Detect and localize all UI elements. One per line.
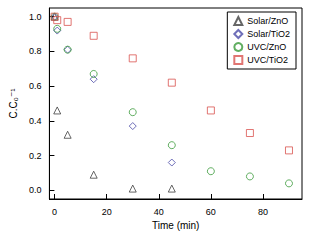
svg-text:0.6: 0.6 xyxy=(29,81,42,91)
svg-text:0.0: 0.0 xyxy=(29,185,42,195)
svg-text:0.8: 0.8 xyxy=(29,46,42,56)
svg-text:80: 80 xyxy=(258,207,268,217)
svg-text:1.0: 1.0 xyxy=(29,12,42,22)
svg-text:UVC/ZnO: UVC/ZnO xyxy=(247,42,286,52)
svg-text:C.C₀⁻¹: C.C₀⁻¹ xyxy=(8,88,19,119)
svg-text:0.2: 0.2 xyxy=(29,151,42,161)
svg-text:60: 60 xyxy=(206,207,216,217)
svg-text:40: 40 xyxy=(154,207,164,217)
svg-text:Time (min): Time (min) xyxy=(152,220,199,231)
svg-text:Solar/ZnO: Solar/ZnO xyxy=(247,16,288,26)
svg-text:20: 20 xyxy=(102,207,112,217)
svg-text:0.4: 0.4 xyxy=(29,116,42,126)
svg-text:UVC/TiO2: UVC/TiO2 xyxy=(247,55,288,65)
svg-text:0: 0 xyxy=(52,207,57,217)
svg-text:Solar/TiO2: Solar/TiO2 xyxy=(247,29,290,39)
